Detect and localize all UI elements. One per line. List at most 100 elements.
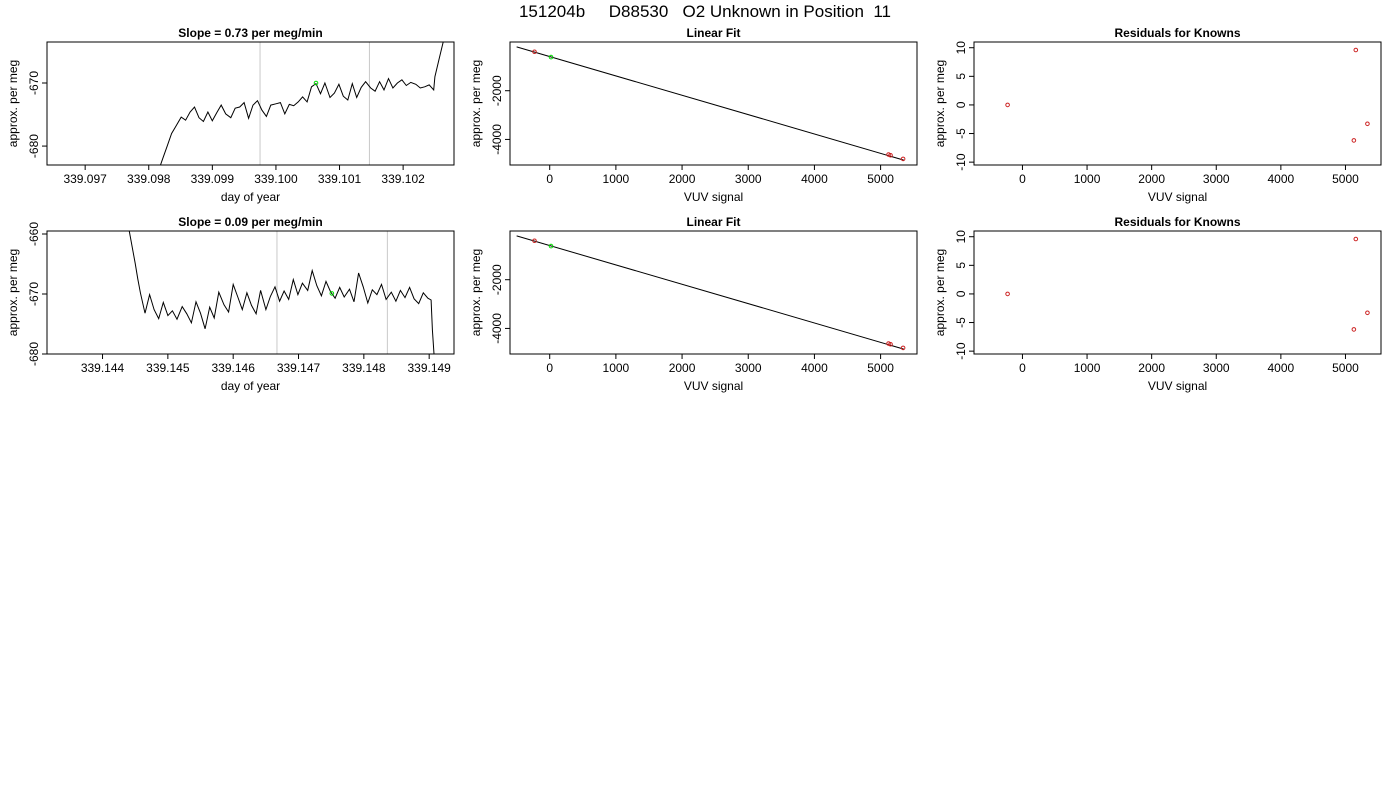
plot-area <box>1005 47 1370 143</box>
plot-area <box>128 231 435 354</box>
x-tick-label: 0 <box>1019 172 1026 186</box>
data-point <box>1351 138 1357 143</box>
x-axis-label: day of year <box>221 379 280 393</box>
x-axis-label: day of year <box>221 190 280 204</box>
plot-frame <box>973 41 1382 166</box>
chart-panel-6: Residuals for Knowns VUV signal approx. pe… <box>933 215 1382 393</box>
x-tick-label: 5000 <box>867 361 894 375</box>
plot-frame <box>46 41 455 166</box>
y-tick-label: -5 <box>954 317 968 328</box>
x-tick-label: 4000 <box>1268 172 1295 186</box>
plot-area <box>1005 236 1370 332</box>
panel-title: Residuals for Knowns <box>1114 26 1240 40</box>
y-tick-label: -660 <box>27 222 41 246</box>
data-point <box>888 152 893 158</box>
data-point <box>900 156 906 162</box>
x-tick-label: 5000 <box>1332 172 1359 186</box>
x-tick-label: 3000 <box>1203 172 1230 186</box>
panel-title: Slope = 0.09 per meg/min <box>178 215 322 229</box>
y-tick-label: -2000 <box>490 75 504 106</box>
y-axis-label: approx. per meg <box>469 249 483 336</box>
y-tick-label: -10 <box>954 342 968 360</box>
x-tick-label: 339.099 <box>191 172 235 186</box>
x-tick-label: 339.100 <box>254 172 298 186</box>
chart-panel-4: Slope = 0.09 per meg/min day of year appro… <box>6 215 455 393</box>
x-tick-label: 339.098 <box>127 172 171 186</box>
data-point <box>1353 47 1359 53</box>
x-axis-label: VUV signal <box>684 379 743 393</box>
y-tick-label: -4000 <box>490 313 504 344</box>
plot-area <box>516 46 906 162</box>
x-tick-label: 2000 <box>1138 172 1165 186</box>
x-tick-label: 1000 <box>1074 361 1101 375</box>
x-tick-label: 5000 <box>1332 361 1359 375</box>
panel-title: Slope = 0.73 per meg/min <box>178 26 322 40</box>
x-axis-label: VUV signal <box>1148 190 1207 204</box>
fit-line <box>516 46 904 161</box>
x-tick-label: 4000 <box>801 361 828 375</box>
y-axis-label: approx. per meg <box>6 249 20 336</box>
x-tick-label: 4000 <box>801 172 828 186</box>
x-tick-label: 2000 <box>1138 361 1165 375</box>
data-point <box>1365 121 1370 127</box>
x-axis-label: VUV signal <box>684 190 743 204</box>
x-tick-label: 339.101 <box>318 172 362 186</box>
data-point <box>548 243 554 249</box>
y-tick-label: -670 <box>27 71 41 95</box>
x-tick-label: 5000 <box>867 172 894 186</box>
plot-frame <box>509 41 918 166</box>
chart-panel-3: Residuals for Knowns VUV signal approx. pe… <box>933 26 1382 204</box>
y-tick-label: -680 <box>27 342 41 366</box>
data-point <box>1005 102 1010 108</box>
x-tick-label: 339.097 <box>63 172 107 186</box>
y-tick-label: -10 <box>954 153 968 171</box>
x-tick-label: 0 <box>1019 361 1026 375</box>
data-point <box>888 341 893 347</box>
x-tick-label: 339.144 <box>81 361 125 375</box>
y-axis-label: approx. per meg <box>933 249 947 336</box>
y-tick-label: 5 <box>954 262 968 269</box>
data-point <box>1353 236 1359 242</box>
unknown-marker <box>329 291 335 296</box>
y-tick-label: -5 <box>954 128 968 139</box>
x-tick-label: 2000 <box>669 172 696 186</box>
x-tick-label: 4000 <box>1268 361 1295 375</box>
plot-frame <box>973 230 1382 355</box>
x-tick-label: 339.148 <box>342 361 386 375</box>
data-series-line <box>159 42 444 165</box>
fit-line <box>516 235 904 350</box>
y-tick-label: 0 <box>954 101 968 108</box>
x-tick-label: 339.149 <box>407 361 451 375</box>
x-tick-label: 3000 <box>735 361 762 375</box>
x-axis-label: VUV signal <box>1148 379 1207 393</box>
y-tick-label: -670 <box>27 282 41 306</box>
unknown-marker <box>313 80 319 86</box>
y-axis-label: approx. per meg <box>6 60 20 147</box>
x-tick-label: 0 <box>546 361 553 375</box>
x-tick-label: 339.146 <box>211 361 255 375</box>
x-tick-label: 1000 <box>1074 172 1101 186</box>
x-tick-label: 0 <box>546 172 553 186</box>
x-tick-label: 1000 <box>603 361 630 375</box>
chart-panel-5: Linear Fit VUV signal approx. per meg 0 1000… <box>469 215 918 393</box>
data-point <box>532 238 537 244</box>
x-tick-label: 3000 <box>1203 361 1230 375</box>
y-tick-label: 5 <box>954 73 968 80</box>
y-tick-label: -680 <box>27 134 41 158</box>
y-tick-label: 10 <box>954 41 968 55</box>
data-point <box>900 345 906 351</box>
chart-panel-1: Slope = 0.73 per meg/min day of year appro… <box>6 26 455 204</box>
data-point <box>1365 310 1370 316</box>
chart-panel-2: Linear Fit VUV signal approx. per meg 0 1000… <box>469 26 918 204</box>
y-axis-label: approx. per meg <box>469 60 483 147</box>
plot-frame <box>509 230 918 355</box>
x-tick-label: 339.145 <box>146 361 190 375</box>
x-tick-label: 2000 <box>669 361 696 375</box>
y-axis-label: approx. per meg <box>933 60 947 147</box>
data-point <box>532 49 537 55</box>
y-tick-label: 0 <box>954 290 968 297</box>
figure-title: 151204b D88530 O2 Unknown in Position 11 <box>518 2 892 21</box>
data-point <box>1005 291 1010 297</box>
x-tick-label: 339.102 <box>381 172 425 186</box>
